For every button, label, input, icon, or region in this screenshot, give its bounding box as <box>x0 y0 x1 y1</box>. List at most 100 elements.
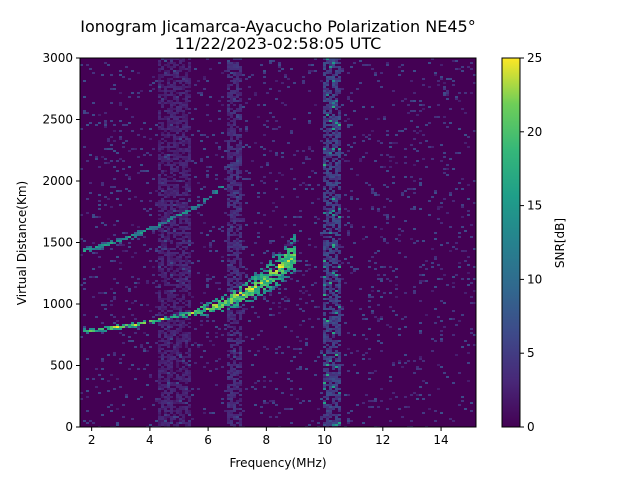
heatmap-cell <box>350 196 353 198</box>
heatmap-cell <box>251 364 254 366</box>
heatmap-cell <box>377 140 380 142</box>
heatmap-cell <box>227 414 230 416</box>
heatmap-cell <box>179 102 182 104</box>
heatmap-cell <box>224 212 227 214</box>
heatmap-cell <box>176 270 179 272</box>
heatmap-cell <box>191 242 194 244</box>
heatmap-cell <box>167 392 170 394</box>
heatmap-cell <box>224 166 227 168</box>
heatmap-cell <box>170 192 173 194</box>
heatmap-cell <box>173 188 176 190</box>
heatmap-cell <box>314 172 317 174</box>
heatmap-cell <box>338 188 341 190</box>
heatmap-cell <box>338 312 341 314</box>
heatmap-cell <box>239 258 242 260</box>
heatmap-cell <box>311 284 314 286</box>
heatmap-cell <box>254 272 257 274</box>
heatmap-cell <box>203 88 206 90</box>
heatmap-cell <box>338 222 341 224</box>
heatmap-cell <box>335 136 338 138</box>
heatmap-cell <box>173 74 176 76</box>
heatmap-cell <box>185 286 188 288</box>
heatmap-cell <box>326 76 329 78</box>
heatmap-cell <box>158 350 161 352</box>
heatmap-cell <box>308 268 311 270</box>
heatmap-cell <box>239 186 242 188</box>
heatmap-cell <box>176 328 179 330</box>
heatmap-cell <box>158 162 161 164</box>
heatmap-cell <box>173 82 176 84</box>
heatmap-cell <box>179 82 182 84</box>
heatmap-cell <box>236 138 239 140</box>
heatmap-cell <box>86 160 89 162</box>
heatmap-cell <box>176 358 179 360</box>
heatmap-cell <box>323 332 326 334</box>
heatmap-cell <box>149 346 152 348</box>
heatmap-cell <box>326 228 329 230</box>
heatmap-cell <box>332 422 335 424</box>
heatmap-cell <box>227 228 230 230</box>
heatmap-cell <box>332 102 335 104</box>
heatmap-cell <box>155 250 158 252</box>
heatmap-cell <box>239 206 242 208</box>
heatmap-cell <box>338 316 341 318</box>
heatmap-cell <box>188 272 191 274</box>
heatmap-cell <box>176 398 179 400</box>
heatmap-cell <box>392 270 395 272</box>
heatmap-cell <box>434 192 437 194</box>
heatmap-cell <box>161 248 164 250</box>
heatmap-cell <box>416 150 419 152</box>
heatmap-cell <box>188 178 191 180</box>
heatmap-cell <box>278 292 281 294</box>
heatmap-cell <box>257 292 260 294</box>
heatmap-cell <box>182 164 185 166</box>
heatmap-cell <box>326 154 329 156</box>
heatmap-cell <box>131 70 134 72</box>
heatmap-cell <box>188 376 191 378</box>
heatmap-cell <box>179 156 182 158</box>
heatmap-cell <box>326 100 329 102</box>
heatmap-cell <box>323 240 326 242</box>
heatmap-cell <box>362 402 365 404</box>
heatmap-cell <box>326 262 329 264</box>
heatmap-cell <box>167 298 170 300</box>
heatmap-cell <box>188 322 191 324</box>
heatmap-cell <box>218 118 221 120</box>
heatmap-cell <box>104 326 107 328</box>
heatmap-cell <box>113 130 116 132</box>
heatmap-cell <box>335 74 338 76</box>
heatmap-cell <box>230 416 233 418</box>
heatmap-cell <box>323 422 326 424</box>
heatmap-cell <box>278 252 281 254</box>
heatmap-cell <box>155 134 158 136</box>
heatmap-cell <box>140 164 143 166</box>
y-tick-label: 0 <box>65 420 73 434</box>
heatmap-cell <box>242 292 245 294</box>
heatmap-cell <box>101 360 104 362</box>
heatmap-cell <box>239 156 242 158</box>
heatmap-cell <box>158 256 161 258</box>
heatmap-cell <box>176 158 179 160</box>
heatmap-cell <box>326 268 329 270</box>
heatmap-cell <box>335 244 338 246</box>
heatmap-cell <box>392 142 395 144</box>
heatmap-cell <box>149 376 152 378</box>
heatmap-cell <box>119 328 122 330</box>
heatmap-cell <box>434 116 437 118</box>
heatmap-cell <box>89 330 92 332</box>
heatmap-cell <box>245 284 248 286</box>
heatmap-cell <box>230 164 233 166</box>
heatmap-cell <box>179 220 182 222</box>
heatmap-cell <box>164 368 167 370</box>
heatmap-cell <box>239 284 242 286</box>
heatmap-cell <box>365 236 368 238</box>
heatmap-cell <box>155 306 158 308</box>
heatmap-cell <box>188 276 191 278</box>
heatmap-cell <box>410 420 413 422</box>
heatmap-cell <box>179 62 182 64</box>
heatmap-cell <box>260 272 263 274</box>
heatmap-cell <box>332 60 335 62</box>
heatmap-cell <box>200 324 203 326</box>
heatmap-cell <box>341 262 344 264</box>
heatmap-cell <box>239 78 242 80</box>
